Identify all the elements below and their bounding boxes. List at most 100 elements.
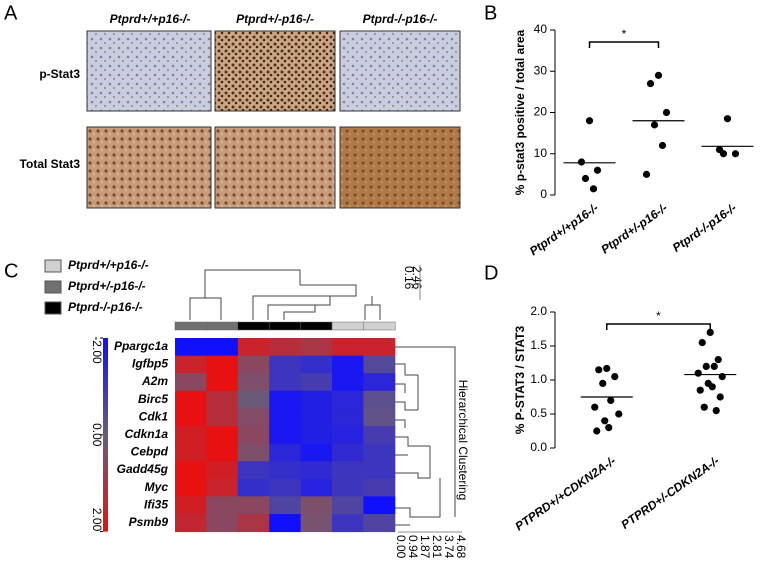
data-point <box>615 410 623 418</box>
data-point <box>589 185 598 193</box>
heatmap-cell <box>237 426 270 445</box>
heatmap-cell <box>332 514 364 533</box>
legend-swatch <box>44 259 62 273</box>
heatmap-cell <box>300 478 333 497</box>
data-point <box>607 396 615 404</box>
column-header: Ptprd+/-p16-/- <box>236 12 314 26</box>
data-point <box>723 115 732 123</box>
data-point <box>702 362 710 370</box>
colorbar-tick-label: -2.00 <box>90 336 104 364</box>
heatmap-cell <box>300 355 333 374</box>
heatmap-cell <box>237 355 270 374</box>
heatmap-cell <box>206 408 239 427</box>
heatmap-cell <box>237 373 270 392</box>
heatmap-cell <box>332 443 364 462</box>
significance-label: * <box>656 309 661 323</box>
dendrogram-scale: 0.94 <box>406 535 420 559</box>
heatmap-cell <box>363 514 396 533</box>
data-point <box>654 71 663 79</box>
heatmap-cell <box>206 461 239 480</box>
heatmap-cell <box>300 514 333 533</box>
y-tick-label: 1.5 <box>530 338 547 352</box>
heatmap-cell <box>332 373 364 392</box>
micrograph <box>339 126 461 209</box>
heatmap-cell <box>206 390 239 409</box>
row-label: Total Stat3 <box>20 157 81 171</box>
heatmap-cell <box>363 426 396 445</box>
data-point <box>591 403 599 411</box>
dendrogram-scale: 2.81 <box>430 535 444 559</box>
data-point <box>601 417 609 425</box>
row-label: A2m <box>141 374 168 388</box>
heatmap-cell <box>332 338 364 357</box>
data-point <box>731 150 740 158</box>
data-point <box>642 170 651 178</box>
row-label: p-Stat3 <box>39 67 80 81</box>
row-label: Cdk1 <box>139 409 169 423</box>
heatmap-cell <box>269 478 302 497</box>
y-tick-label: 40 <box>534 22 548 36</box>
heatmap-cell <box>206 338 239 357</box>
data-point <box>646 80 655 88</box>
heatmap-cell <box>269 496 302 515</box>
y-tick-label: 0 <box>540 187 547 201</box>
heatmap-cell <box>237 496 270 515</box>
dendrogram-scale: 1.87 <box>418 535 432 559</box>
row-label: Cdkn1a <box>125 427 169 441</box>
data-point <box>581 174 590 183</box>
heatmap-cell <box>175 373 207 392</box>
heatmap-cell <box>363 408 396 427</box>
x-tick-label: Ptprd+/-p16-/- <box>598 201 670 257</box>
heatmap-cell <box>269 514 302 533</box>
data-point <box>662 108 671 117</box>
heatmap-cell <box>300 461 333 480</box>
legend-swatch <box>44 280 62 294</box>
micrographs <box>86 30 461 209</box>
heatmap-cell <box>175 426 207 445</box>
heatmap-cell <box>206 426 239 445</box>
data-point <box>712 407 720 415</box>
row-label: Psmb9 <box>129 515 169 529</box>
column-group <box>237 321 270 331</box>
data-point <box>599 379 607 387</box>
y-axis-label: % P-STAT3 / STAT3 <box>513 325 527 434</box>
heatmap-cell <box>269 390 302 409</box>
row-label: Cebpd <box>131 445 169 459</box>
heatmap-cell <box>175 496 207 515</box>
data-point <box>716 393 724 401</box>
heatmap-cell <box>206 496 239 515</box>
data-point <box>658 141 667 150</box>
data-point <box>593 166 602 174</box>
y-tick-label: 10 <box>534 146 548 160</box>
y-tick-label: 30 <box>534 63 548 77</box>
y-tick-label: 20 <box>534 105 548 119</box>
colorbar-tick-label: 0.00 <box>90 423 104 447</box>
data-point <box>585 117 594 125</box>
legend-label: Ptprd-/-p16-/- <box>68 300 143 314</box>
heatmap-cell <box>332 355 364 374</box>
dendrogram-scale: 2.46 <box>410 266 424 290</box>
row-label: Myc <box>145 480 169 494</box>
dendrogram-scale: 0.00 <box>394 535 408 559</box>
heatmap-cell <box>175 408 207 427</box>
heatmap-cell <box>332 426 364 445</box>
micrograph <box>86 30 212 112</box>
row-label: Ifi35 <box>144 497 168 511</box>
heatmap-cell <box>237 478 270 497</box>
y-axis-label: % p-stat3 positive / total area <box>513 29 527 195</box>
heatmap-cell <box>363 496 396 515</box>
row-label: Birc5 <box>138 392 168 406</box>
data-point <box>603 364 611 373</box>
y-tick-label: 0.5 <box>530 406 547 420</box>
heatmap-cell <box>237 461 270 480</box>
heatmap-cell <box>363 355 396 374</box>
heatmap-cell <box>269 355 302 374</box>
column-group <box>268 321 302 331</box>
data-point <box>700 403 708 411</box>
y-tick-label: 2.0 <box>530 304 547 318</box>
micrograph <box>214 126 336 209</box>
y-tick-label: 0.0 <box>530 440 547 454</box>
heatmap-cell <box>237 390 270 409</box>
data-point <box>595 366 603 374</box>
